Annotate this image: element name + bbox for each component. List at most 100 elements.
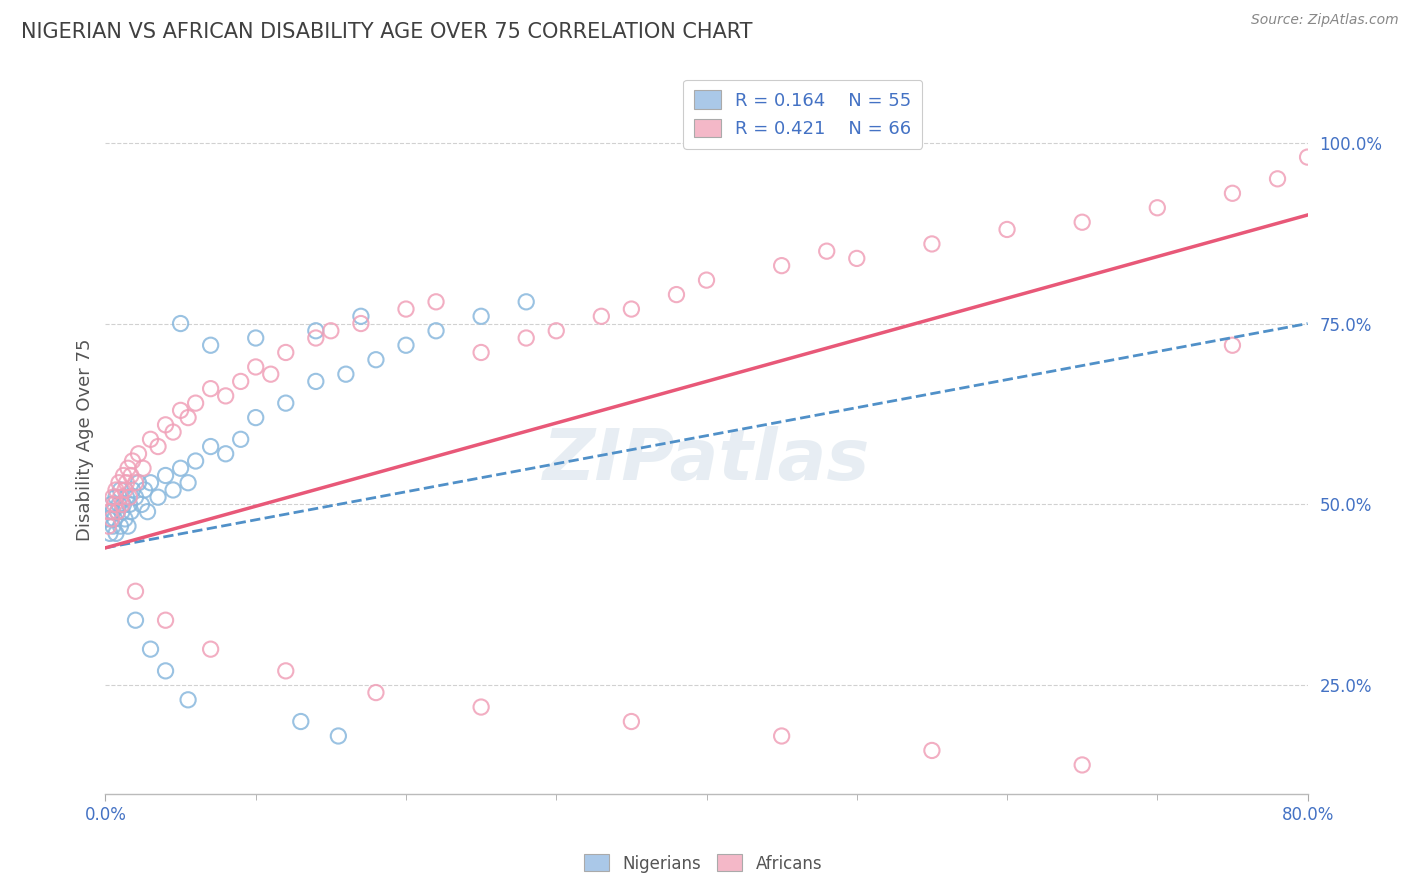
Point (305, 331, 328, 345)
Point (155, 417, 177, 432)
Point (115, 475, 138, 490)
Point (229, 375, 252, 389)
Point (1222, 338, 1244, 352)
Point (117, 461, 139, 475)
Point (328, 729, 350, 743)
Point (665, 287, 688, 301)
Point (319, 324, 342, 338)
Point (1222, 186, 1244, 201)
Point (108, 498, 131, 512)
Point (97, 512, 120, 526)
Point (121, 483, 143, 497)
Point (184, 454, 207, 468)
Point (124, 613, 146, 627)
Point (770, 259, 793, 273)
Point (139, 642, 162, 657)
Point (515, 294, 537, 309)
Point (101, 490, 124, 504)
Point (214, 447, 236, 461)
Point (98, 526, 121, 541)
Point (305, 324, 328, 338)
Point (229, 433, 252, 447)
Text: NIGERIAN VS AFRICAN DISABILITY AGE OVER 75 CORRELATION CHART: NIGERIAN VS AFRICAN DISABILITY AGE OVER … (21, 22, 752, 42)
Point (200, 642, 222, 657)
Point (470, 310, 492, 324)
Point (245, 359, 267, 374)
Point (104, 526, 127, 541)
Point (620, 714, 643, 729)
Point (995, 222, 1018, 236)
Point (103, 498, 125, 512)
Point (118, 498, 141, 512)
Point (132, 461, 155, 475)
Point (177, 693, 200, 707)
Point (101, 519, 124, 533)
Point (274, 664, 297, 678)
Point (245, 331, 267, 345)
Point (136, 505, 159, 519)
Point (169, 461, 191, 475)
Text: Source: ZipAtlas.com: Source: ZipAtlas.com (1251, 13, 1399, 28)
Y-axis label: Disability Age Over 75: Disability Age Over 75 (76, 338, 94, 541)
Point (546, 324, 568, 338)
Point (274, 396, 297, 410)
Legend: Nigerians, Africans: Nigerians, Africans (576, 847, 830, 880)
Point (101, 505, 124, 519)
Point (177, 475, 200, 490)
Point (112, 498, 135, 512)
Point (845, 252, 868, 266)
Point (214, 389, 236, 403)
Point (1071, 215, 1094, 229)
Point (112, 468, 135, 483)
Point (103, 512, 125, 526)
Point (146, 440, 169, 454)
Point (115, 490, 138, 504)
Point (364, 685, 387, 699)
Point (128, 475, 150, 490)
Point (155, 664, 177, 678)
Point (696, 273, 718, 287)
Point (110, 519, 132, 533)
Point (162, 483, 184, 497)
Point (146, 490, 169, 504)
Point (169, 403, 191, 417)
Point (425, 294, 447, 309)
Legend: R = 0.164    N = 55, R = 0.421    N = 66: R = 0.164 N = 55, R = 0.421 N = 66 (683, 79, 922, 149)
Point (139, 475, 162, 490)
Point (921, 236, 943, 251)
Point (1071, 758, 1094, 772)
Point (350, 310, 373, 324)
Point (1146, 201, 1168, 215)
Text: ZIPatlas: ZIPatlas (543, 426, 870, 495)
Point (395, 338, 418, 352)
Point (110, 483, 132, 497)
Point (770, 729, 793, 743)
Point (98, 505, 121, 519)
Point (395, 301, 418, 316)
Point (134, 483, 156, 497)
Point (155, 468, 177, 483)
Point (114, 512, 136, 526)
Point (274, 345, 297, 359)
Point (364, 352, 387, 367)
Point (155, 613, 177, 627)
Point (591, 310, 613, 324)
Point (104, 483, 127, 497)
Point (107, 505, 129, 519)
Point (305, 375, 328, 389)
Point (107, 505, 129, 519)
Point (260, 367, 283, 381)
Point (124, 490, 146, 504)
Point (97, 519, 120, 533)
Point (425, 324, 447, 338)
Point (114, 483, 136, 497)
Point (128, 447, 150, 461)
Point (350, 317, 373, 331)
Point (815, 244, 838, 259)
Point (124, 584, 146, 599)
Point (100, 498, 122, 512)
Point (111, 505, 134, 519)
Point (290, 714, 312, 729)
Point (177, 410, 200, 425)
Point (120, 468, 142, 483)
